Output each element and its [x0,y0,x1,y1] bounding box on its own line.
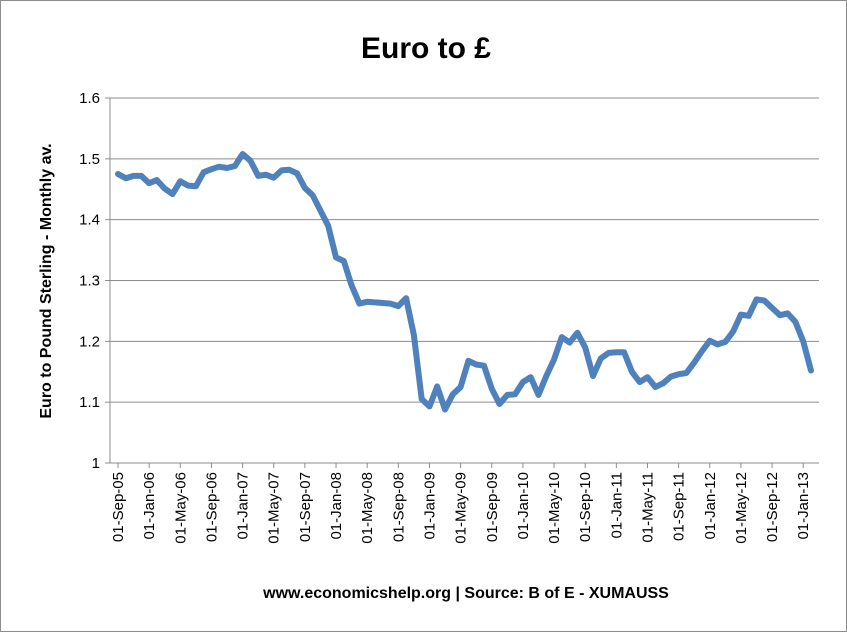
x-tick-label: 01-Jan-06 [141,472,158,540]
y-tick-label: 1 [92,455,100,472]
x-tick-label: 01-May-11 [639,472,656,543]
series-group [115,151,814,413]
x-tick-label: 01-May-06 [172,472,189,544]
x-tick-label: 01-May-10 [546,472,563,544]
y-tick-label: 1.3 [79,273,100,290]
x-tick-label: 01-Sep-07 [297,472,314,542]
y-tick-label: 1.1 [79,394,100,411]
x-tick-label: 01-Sep-05 [110,472,127,542]
gridlines [110,97,819,403]
x-axis-label: www.economicshelp.org | Source: B of E -… [262,585,669,602]
y-tick-label: 1.4 [79,212,100,229]
x-tick-label: 01-Jan-08 [328,472,345,540]
x-tick-label: 01-Sep-12 [764,472,781,542]
x-tick-label: 01-Sep-06 [203,472,220,542]
series-line [115,151,814,413]
x-tick-label: 01-Jan-13 [795,472,812,540]
x-tick-label: 01-Jan-10 [515,472,532,540]
x-tick-label: 01-Jan-11 [608,472,625,538]
x-tick-label: 01-Sep-09 [484,472,501,542]
x-axis-ticks: 01-Sep-05 01-Jan-06 01-May-06 01-Sep-06 01-J… [110,463,812,544]
y-tick-label: 1.2 [79,333,100,350]
x-tick-label: 01-Sep-11 [671,472,688,541]
y-axis-label: Euro to Pound Sterling - Monthly av. [38,143,55,418]
x-tick-label: 01-May-07 [266,472,283,544]
x-tick-label: 01-Jan-07 [235,472,252,540]
y-tick-label: 1.6 [79,90,100,107]
x-tick-label: 01-May-12 [733,472,750,544]
x-tick-label: 01-May-08 [359,472,376,544]
x-tick-label: 01-Sep-08 [390,472,407,542]
x-tick-label: 01-May-09 [453,472,470,544]
x-tick-label: 01-Jan-12 [702,472,719,540]
y-axis-ticks: 1 1.1 1.2 1.3 1.4 1.5 1.6 [79,90,110,472]
chart-title: Euro to £ [361,32,491,65]
y-tick-label: 1.5 [79,151,100,168]
x-tick-label: 01-Sep-10 [577,472,594,542]
x-tick-label: 01-Jan-09 [421,472,438,540]
